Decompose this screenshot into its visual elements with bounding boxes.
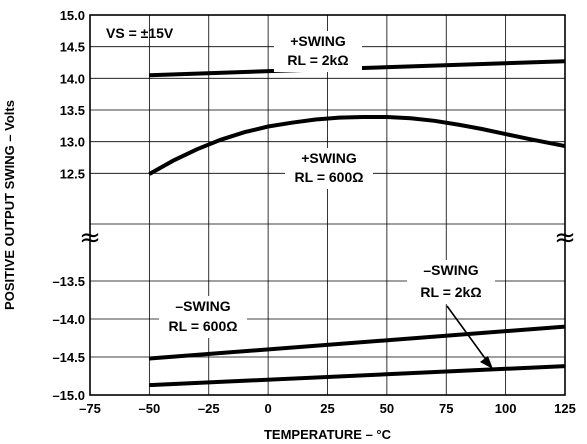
y-tick-label: –14.5 <box>52 350 85 365</box>
y-axis-label: POSITIVE OUTPUT SWING – Volts <box>2 100 17 310</box>
series-label-pos_2k: +SWING <box>290 33 346 49</box>
label-background <box>407 260 495 304</box>
x-tick-label: 75 <box>439 401 453 416</box>
y-tick-label: –15.0 <box>52 388 85 403</box>
x-tick-label: 100 <box>495 401 517 416</box>
series-line-neg_600 <box>149 324 566 361</box>
y-tick-label: 14.5 <box>60 40 85 55</box>
callout-arrow-head <box>480 356 493 369</box>
y-tick-label: 13.0 <box>60 135 85 150</box>
y-tick-label: 12.5 <box>60 166 85 181</box>
series-label-pos_600: +SWING <box>301 150 357 166</box>
label-background <box>285 148 373 189</box>
plot-frame <box>89 14 566 396</box>
x-axis-label: TEMPERATURE – °C <box>264 427 392 442</box>
x-tick-label: –50 <box>139 401 161 416</box>
series-line-neg_2k <box>149 364 566 388</box>
y-tick-label: –13.5 <box>52 274 85 289</box>
tick-labels: –75 –50 –25 0 25 50 75 100 125 15.0 14.5 14.0 13.5 13… <box>52 8 575 416</box>
series-label-condition-neg_2k: RL = 2kΩ <box>420 284 481 300</box>
series-label-neg_2k: –SWING <box>423 262 478 278</box>
x-tick-label: 25 <box>320 401 334 416</box>
y-tick-label: 15.0 <box>60 8 85 23</box>
series-line-pos_600 <box>148 115 566 176</box>
condition-label: VS = ±15V <box>106 25 174 41</box>
x-tick-label: 0 <box>265 401 272 416</box>
y-tick-label: 14.0 <box>60 71 85 86</box>
annotations: +SWING RL = 2kΩ +SWING RL = 600Ω –SWING RL = … <box>106 25 495 369</box>
series-label-neg_600: –SWING <box>175 298 230 314</box>
callout-arrow-line <box>446 305 488 362</box>
series-label-condition-pos_600: RL = 600Ω <box>295 169 364 185</box>
x-tick-label: –25 <box>198 401 220 416</box>
series-label-condition-neg_600: RL = 600Ω <box>169 318 238 334</box>
x-tick-label: –75 <box>79 401 101 416</box>
y-tick-label: –14.0 <box>52 312 85 327</box>
x-tick-label: 125 <box>554 401 576 416</box>
label-background <box>159 296 247 338</box>
label-background <box>274 31 362 72</box>
series-label-condition-pos_2k: RL = 2kΩ <box>287 52 348 68</box>
x-tick-label: 50 <box>380 401 394 416</box>
y-tick-label: 13.5 <box>60 103 85 118</box>
